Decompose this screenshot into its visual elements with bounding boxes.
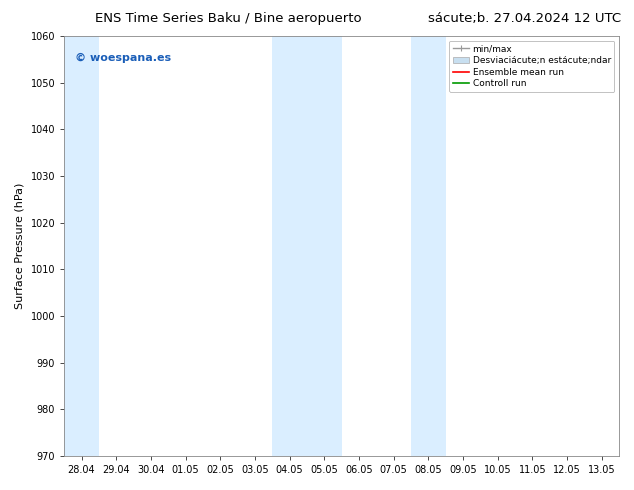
Bar — [411, 36, 446, 456]
Bar — [64, 36, 99, 456]
Legend: min/max, Desviaciácute;n estácute;ndar, Ensemble mean run, Controll run: min/max, Desviaciácute;n estácute;ndar, … — [449, 41, 614, 92]
Bar — [272, 36, 342, 456]
Text: sácute;b. 27.04.2024 12 UTC: sácute;b. 27.04.2024 12 UTC — [428, 12, 621, 25]
Text: © woespana.es: © woespana.es — [75, 53, 171, 63]
Y-axis label: Surface Pressure (hPa): Surface Pressure (hPa) — [15, 183, 25, 309]
Text: ENS Time Series Baku / Bine aeropuerto: ENS Time Series Baku / Bine aeropuerto — [95, 12, 362, 25]
